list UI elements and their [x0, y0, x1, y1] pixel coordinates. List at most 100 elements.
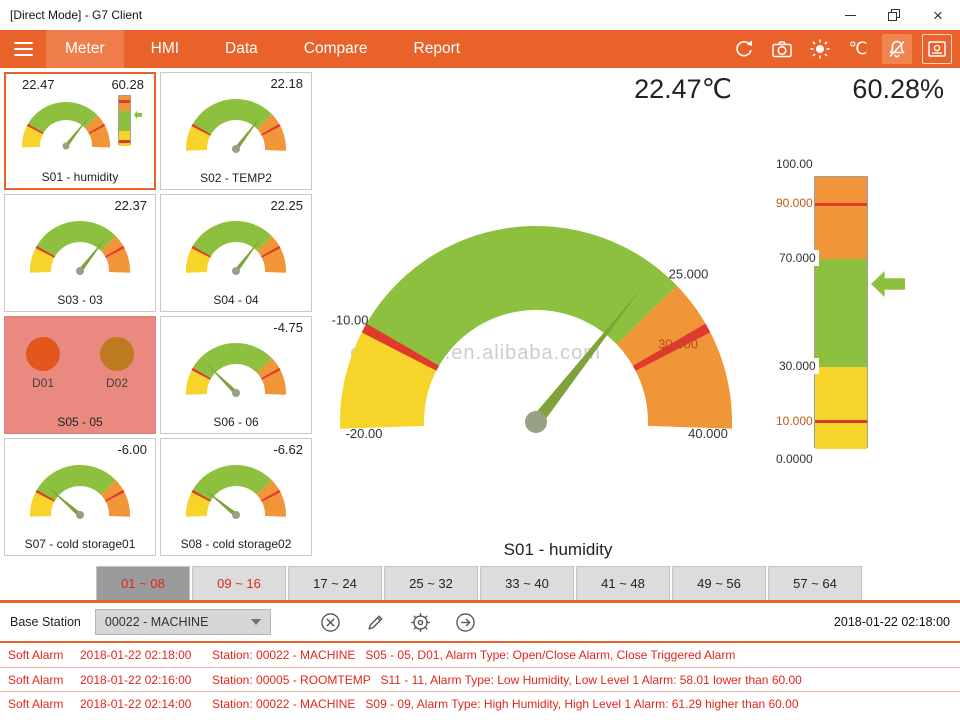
- menu-button[interactable]: [0, 30, 46, 68]
- tile-label: S02 - TEMP2: [200, 171, 272, 185]
- settings-button[interactable]: [409, 611, 432, 634]
- tile-label: S08 - cold storage02: [180, 537, 292, 551]
- sensor-range-tabs: 01 ~ 08 09 ~ 16 17 ~ 24 25 ~ 32 33 ~ 40 …: [0, 566, 960, 603]
- minimize-button[interactable]: [828, 0, 872, 30]
- go-icon: [456, 612, 475, 632]
- alarm-message: Station: 00022 - MACHINE S09 - 09, Alarm…: [212, 696, 799, 711]
- celsius-toggle[interactable]: ℃: [844, 35, 872, 63]
- mini-gauge: [16, 92, 116, 152]
- tab-report[interactable]: Report: [413, 40, 461, 57]
- sensor-tile-s07[interactable]: -6.00 S07 - cold storage01: [4, 438, 156, 556]
- sensor-tile-s02[interactable]: 22.18 S02 - TEMP2: [160, 72, 312, 190]
- sensor-tile-s05[interactable]: D01 D02 S05 - 05: [4, 316, 156, 434]
- alarm-log-row[interactable]: Soft Alarm 2018-01-22 02:16:00 Station: …: [0, 667, 960, 691]
- tile-label: S07 - cold storage01: [24, 537, 136, 551]
- tile-label: S04 - 04: [213, 293, 259, 307]
- humidity-bar-gauge: 100.00 90.000 70.000 30.000 10.000 0.0000: [758, 157, 918, 490]
- title-bar: [Direct Mode] - G7 Client ×: [0, 0, 960, 30]
- meter-detail-panel: 22.47℃ 60.28% easemind.en.alibaba.com -2…: [316, 68, 960, 566]
- go-button[interactable]: [454, 611, 477, 634]
- alarm-panel-button[interactable]: [922, 34, 952, 64]
- sensor-tile-s08[interactable]: -6.62 S08 - cold storage02: [160, 438, 312, 556]
- temperature-reading: 22.47℃: [634, 74, 732, 104]
- mini-gauge: [176, 213, 296, 277]
- brightness-icon: [810, 39, 830, 59]
- tile-value: -4.75: [273, 320, 303, 335]
- alarm-log-row[interactable]: Soft Alarm 2018-01-22 02:18:00 Station: …: [0, 643, 960, 667]
- mini-gauge: [176, 457, 296, 521]
- tile-temp-value: 22.47: [22, 77, 55, 92]
- refresh-icon: [736, 40, 753, 57]
- tab-data[interactable]: Data: [225, 40, 258, 57]
- tile-label: S03 - 03: [57, 293, 103, 307]
- alarm-type: Soft Alarm: [8, 648, 64, 662]
- sensor-tile-grid: 22.47 60.28 S01 - humidity 22.18 S02 - T…: [0, 68, 316, 566]
- alarm-type: Soft Alarm: [8, 696, 64, 711]
- range-tab-41-48[interactable]: 41 ~ 48: [576, 566, 670, 600]
- sensor-tile-s06[interactable]: -4.75 S06 - 06: [160, 316, 312, 434]
- mini-gauge: [20, 457, 140, 521]
- humidity-reading: 60.28%: [852, 74, 944, 104]
- alarm-time: 2018-01-22 02:16:00: [80, 672, 192, 687]
- restore-icon: [888, 9, 900, 21]
- tile-label: S05 - 05: [57, 415, 103, 429]
- digital-label: D02: [105, 376, 128, 390]
- tile-value: -6.62: [273, 442, 303, 457]
- main-nav-bar: Meter HMI Data Compare Report: [0, 30, 960, 68]
- settings-icon: [410, 612, 430, 632]
- range-tab-49-56[interactable]: 49 ~ 56: [672, 566, 766, 600]
- svg-text:25.000: 25.000: [669, 267, 709, 282]
- tile-label: S01 - humidity: [41, 170, 119, 184]
- sensor-tile-s04[interactable]: 22.25 S04 - 04: [160, 194, 312, 312]
- bottom-toolbar: Base Station 00022 - MACHINE: [0, 603, 960, 643]
- alarm-mute-button[interactable]: [882, 34, 912, 64]
- window-title: [Direct Mode] - G7 Client: [10, 8, 143, 22]
- mini-gauge: [176, 335, 296, 399]
- range-tab-09-16[interactable]: 09 ~ 16: [192, 566, 286, 600]
- tile-value: 22.37: [114, 198, 147, 213]
- snapshot-button[interactable]: [768, 35, 796, 63]
- celsius-icon: ℃: [848, 39, 868, 58]
- range-tab-25-32[interactable]: 25 ~ 32: [384, 566, 478, 600]
- range-tab-01-08[interactable]: 01 ~ 08: [96, 566, 190, 600]
- alarm-type: Soft Alarm: [8, 672, 64, 687]
- selected-sensor-caption: S01 - humidity: [503, 540, 613, 559]
- base-station-label: Base Station: [10, 615, 81, 629]
- tile-label: S06 - 06: [213, 415, 259, 429]
- minimize-icon: [844, 14, 856, 16]
- alarm-time: 2018-01-22 02:18:00: [80, 648, 192, 662]
- tile-humidity-value: 60.28: [111, 77, 144, 92]
- digital-indicator-d01: [26, 337, 60, 371]
- alarm-log: Soft Alarm 2018-01-22 02:18:00 Station: …: [0, 643, 960, 715]
- alarm-log-row[interactable]: Soft Alarm 2018-01-22 02:14:00 Station: …: [0, 691, 960, 715]
- sensor-tile-s01[interactable]: 22.47 60.28 S01 - humidity: [4, 72, 156, 190]
- range-tab-17-24[interactable]: 17 ~ 24: [288, 566, 382, 600]
- tab-hmi[interactable]: HMI: [150, 40, 180, 57]
- tile-value: 22.18: [270, 76, 303, 91]
- chevron-down-icon: [250, 619, 261, 625]
- tab-compare[interactable]: Compare: [303, 40, 368, 57]
- range-tab-57-64[interactable]: 57 ~ 64: [768, 566, 862, 600]
- tab-meter[interactable]: Meter: [46, 30, 124, 68]
- temperature-gauge: -20.00 -10.00 25.000 30.000 40.000: [324, 134, 756, 470]
- close-button[interactable]: ×: [916, 0, 960, 30]
- digital-indicator-d02: [100, 337, 134, 371]
- alarm-time: 2018-01-22 02:14:00: [80, 696, 192, 711]
- brightness-button[interactable]: [806, 35, 834, 63]
- station-select[interactable]: 00022 - MACHINE: [94, 609, 271, 635]
- mini-gauge: [20, 213, 140, 277]
- edit-icon: [368, 614, 383, 630]
- cancel-button[interactable]: [319, 611, 342, 634]
- restore-button[interactable]: [872, 0, 916, 30]
- mini-gauge: [176, 91, 296, 155]
- digital-label: D01: [31, 376, 54, 390]
- refresh-button[interactable]: [730, 35, 758, 63]
- tile-value: -6.00: [117, 442, 147, 457]
- cancel-icon: [321, 612, 340, 632]
- sensor-tile-s03[interactable]: 22.37 S03 - 03: [4, 194, 156, 312]
- range-tab-33-40[interactable]: 33 ~ 40: [480, 566, 574, 600]
- alarm-panel-icon: [928, 41, 946, 57]
- hamburger-icon: [13, 42, 33, 44]
- station-select-value: 00022 - MACHINE: [104, 615, 209, 629]
- edit-button[interactable]: [364, 611, 387, 634]
